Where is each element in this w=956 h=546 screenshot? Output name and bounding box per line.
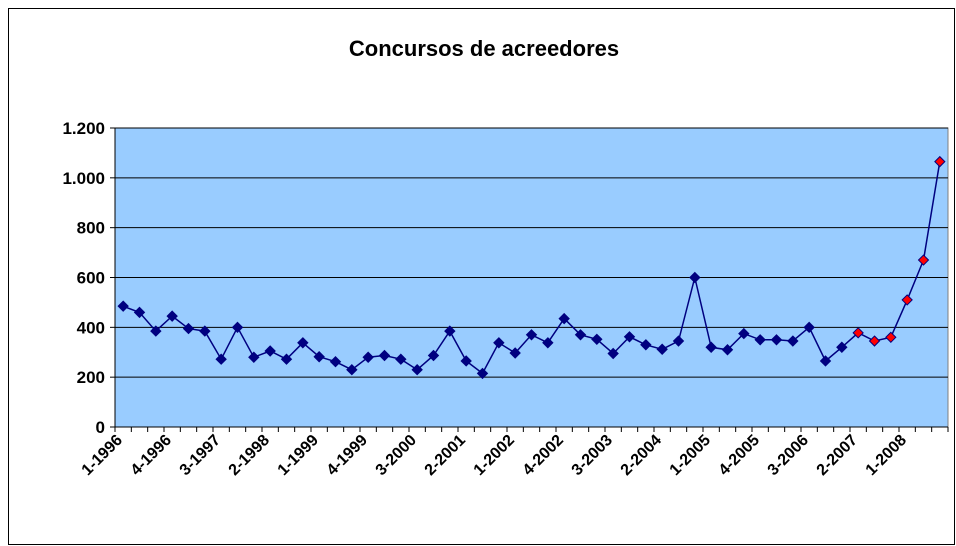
data-point (721, 344, 734, 356)
data-point (509, 347, 521, 359)
data-point (738, 327, 750, 340)
data-point (199, 325, 211, 337)
data-point (313, 351, 325, 363)
data-point (885, 331, 897, 344)
data-point (411, 363, 423, 376)
data-point (280, 353, 293, 365)
data-point (689, 271, 701, 284)
data-point (852, 327, 864, 339)
data-point (231, 321, 244, 334)
data-point (444, 325, 456, 337)
data-point (427, 349, 440, 362)
data-point (591, 333, 603, 346)
y-tick-label: 400 (77, 318, 105, 337)
data-point (297, 337, 309, 349)
data-point (133, 306, 146, 319)
data-point (525, 329, 538, 341)
data-point (917, 254, 930, 266)
data-point (868, 335, 881, 347)
data-point (803, 321, 815, 334)
data-point (182, 322, 195, 335)
data-point (656, 343, 668, 355)
data-point (623, 331, 636, 343)
data-point (493, 337, 505, 349)
data-point (395, 353, 407, 365)
y-tick-label: 1.000 (62, 169, 105, 188)
data-point (770, 334, 783, 346)
y-tick-label: 600 (77, 269, 105, 288)
y-tick-label: 0 (96, 418, 105, 437)
data-point (574, 329, 587, 341)
data-point (754, 334, 766, 346)
data-point (901, 294, 913, 306)
data-point (264, 345, 276, 357)
chart-title: Concursos de acreedores (349, 36, 619, 61)
data-point (836, 341, 848, 353)
data-point (166, 310, 178, 322)
data-point (705, 341, 717, 353)
data-point (640, 339, 652, 351)
y-tick-label: 200 (77, 368, 105, 387)
data-point (117, 300, 129, 312)
data-point (460, 355, 472, 367)
data-point (248, 351, 260, 363)
data-point (542, 337, 554, 349)
data-point (150, 325, 162, 337)
y-tick-label: 800 (77, 219, 105, 238)
y-tick-label: 1.200 (62, 119, 105, 138)
data-point (476, 367, 489, 380)
data-point (787, 335, 799, 347)
data-point (607, 347, 619, 360)
data-point (215, 353, 227, 365)
data-point (819, 355, 832, 367)
data-point (378, 349, 391, 362)
data-point (672, 335, 685, 347)
data-point (329, 356, 342, 368)
data-point (934, 155, 946, 168)
data-point (558, 312, 570, 325)
data-point (346, 363, 358, 376)
data-point (362, 351, 374, 363)
